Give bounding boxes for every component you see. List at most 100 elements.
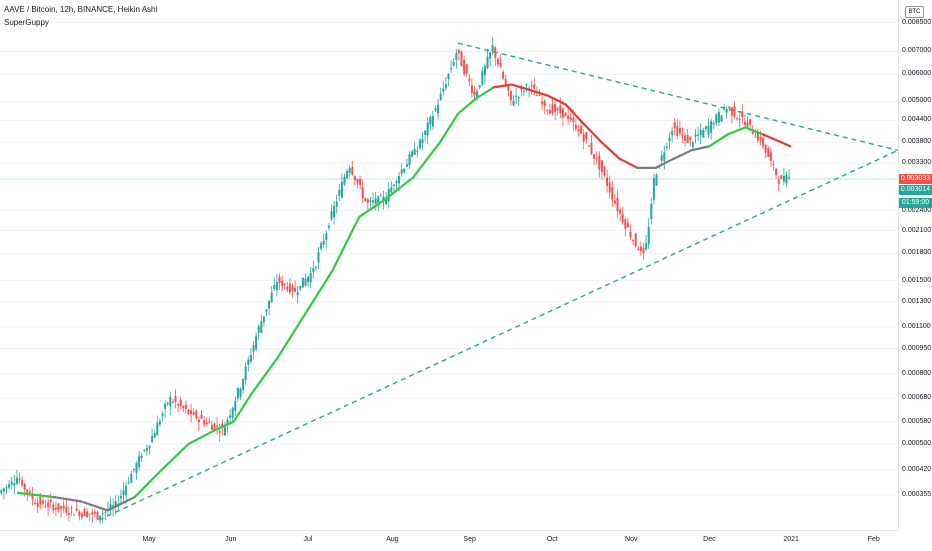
candle-body — [145, 448, 148, 451]
price-badge-2: 0.003014 — [899, 185, 932, 195]
candle-body — [603, 166, 606, 176]
price-tick-label: 0.007000 — [902, 47, 932, 55]
candle-body — [450, 67, 453, 70]
candle-body — [574, 124, 577, 130]
candle-body — [273, 285, 276, 289]
candle-body — [486, 56, 489, 69]
candle-body — [75, 508, 78, 511]
candle-body — [478, 85, 481, 88]
candle-body — [190, 410, 193, 415]
time-axis[interactable]: Apr May Jun Jul Aug Sep Oct Nov Dec 2021 Feb — [0, 530, 898, 551]
candle-body — [416, 150, 419, 152]
candle-body — [465, 64, 468, 74]
candle-body — [304, 278, 307, 286]
candle-body — [41, 500, 44, 504]
candle-body — [788, 176, 791, 178]
candle-body — [31, 493, 34, 500]
price-tick-label: 0.000800 — [902, 370, 932, 378]
currency-button[interactable]: BTC — [905, 6, 924, 18]
candle-body — [707, 125, 710, 135]
price-axis[interactable]: 0.008500 0.007000 0.006000 0.005000 0.004400… — [898, 0, 932, 530]
candle-body — [754, 136, 757, 138]
candle-body — [104, 511, 107, 513]
candle-body — [403, 169, 406, 173]
guppy-ma-segment — [304, 269, 334, 315]
candle-body — [741, 111, 744, 118]
time-tick-label: Sep — [463, 536, 476, 543]
candle-body — [18, 478, 21, 481]
candle-body — [44, 506, 47, 508]
candle-body — [442, 88, 445, 92]
candle-body — [533, 84, 536, 89]
candle-body — [299, 286, 302, 290]
candle-body — [174, 396, 177, 402]
candle-body — [749, 119, 752, 125]
guppy-ma-segment — [600, 141, 621, 160]
candle-body — [210, 424, 213, 430]
price-chart[interactable] — [0, 0, 899, 530]
candle-body — [476, 91, 479, 99]
candle-body — [356, 179, 359, 183]
candle-body — [301, 277, 304, 288]
candle-body — [335, 201, 338, 207]
candle-body — [691, 142, 694, 147]
candle-body — [642, 248, 645, 254]
candle-body — [554, 104, 557, 112]
candle-body — [255, 336, 258, 350]
candle-body — [10, 481, 13, 485]
candle-body — [169, 397, 172, 407]
time-tick-label: Jun — [225, 536, 237, 543]
price-tick-label: 0.001100 — [902, 322, 931, 330]
candle-body — [392, 184, 395, 187]
price-tick-label: 0.001500 — [902, 276, 932, 284]
price-tick-label: 0.004400 — [902, 116, 932, 124]
candle-body — [517, 97, 520, 99]
guppy-ma-segment — [474, 86, 495, 100]
candle-body — [179, 399, 182, 406]
candle-body — [382, 196, 385, 202]
candle-body — [429, 116, 432, 125]
guppy-ma-segment — [385, 176, 415, 200]
price-tick-label: 0.000500 — [902, 440, 932, 447]
chart-canvas[interactable] — [0, 0, 899, 530]
candle-body — [447, 73, 450, 80]
candle-body — [91, 512, 94, 515]
candle-body — [738, 119, 741, 121]
candle-body — [483, 65, 486, 76]
candle-body — [320, 243, 323, 249]
candle-body — [15, 478, 18, 484]
time-tick-label: Nov — [625, 536, 638, 543]
candle-body — [671, 131, 674, 136]
guppy-ma-segment — [411, 141, 442, 179]
candle-body — [411, 151, 414, 157]
lower-trendline — [98, 149, 899, 521]
candle-body — [268, 300, 271, 309]
price-tick-label: 0.005000 — [902, 97, 932, 105]
candle-body — [444, 84, 447, 88]
candle-body — [405, 164, 408, 167]
candle-body — [366, 199, 369, 203]
candle-body — [5, 486, 8, 488]
candle-body — [140, 455, 143, 459]
candle-body — [624, 219, 627, 229]
time-tick-label: Apr — [63, 536, 75, 543]
candle-body — [600, 160, 603, 172]
guppy-ma-segment — [618, 157, 639, 169]
time-tick-label: Dec — [703, 536, 716, 543]
candle-body — [208, 421, 211, 423]
price-tick-label: 0.000950 — [902, 344, 932, 352]
candle-body — [270, 292, 273, 302]
candle-body — [387, 189, 390, 202]
candle-body — [496, 58, 499, 65]
candle-body — [338, 189, 341, 196]
price-tick-label: 0.002400 — [902, 206, 932, 214]
candle-body — [156, 422, 159, 436]
candle-body — [704, 126, 707, 130]
candle-body — [333, 205, 336, 218]
candle-body — [421, 139, 424, 144]
candle-body — [522, 91, 525, 93]
candle-body — [437, 104, 440, 114]
chart-legend: AAVE / Bitcoin, 12h, BINANCE, Heikin Ash… — [4, 3, 157, 29]
candle-body — [278, 276, 281, 283]
candle-body — [504, 79, 507, 86]
